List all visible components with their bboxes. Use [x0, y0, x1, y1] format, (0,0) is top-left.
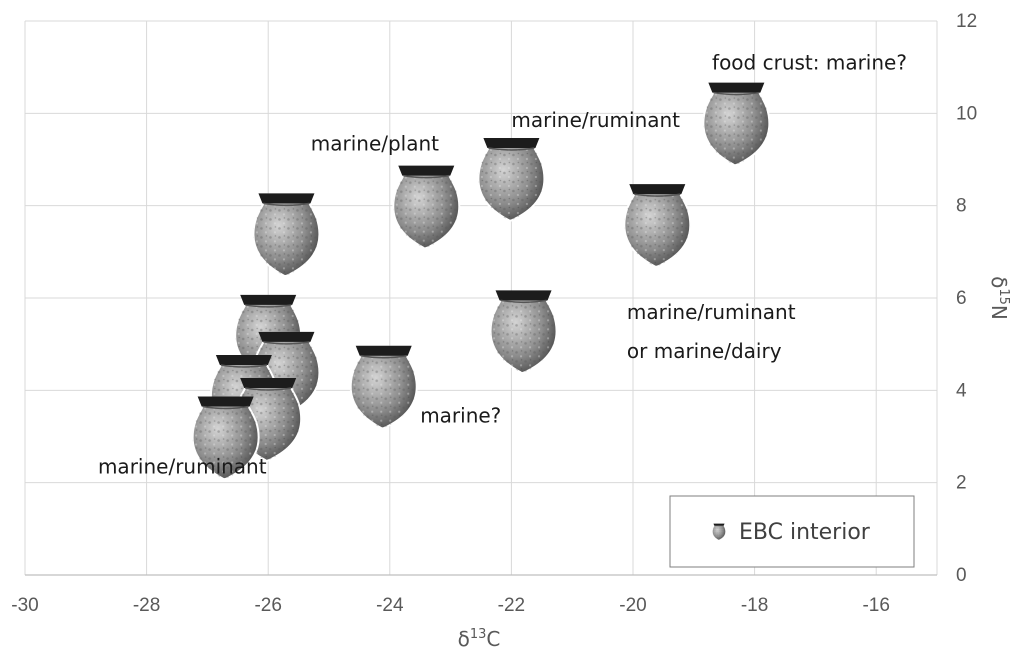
x-tick-label: -18 — [741, 595, 768, 616]
gridlines — [24, 20, 938, 576]
annotation-label: marine/ruminant — [98, 454, 267, 478]
pot-icon — [477, 136, 546, 222]
legend-label: EBC interior — [739, 520, 871, 545]
annotation-label: food crust: marine? — [712, 50, 907, 74]
y-tick-label: 0 — [956, 565, 967, 586]
y-tick-label: 2 — [956, 473, 967, 494]
pot-icon — [489, 289, 558, 375]
y-tick-label: 10 — [956, 103, 977, 124]
y-axis-title: δ15N — [987, 276, 1011, 320]
legend: EBC interior — [669, 495, 915, 568]
y-tick-label: 6 — [956, 288, 967, 309]
x-axis-title: δ13C — [458, 627, 501, 651]
y-tick-label: 8 — [956, 196, 967, 217]
annotation-label: marine/plant — [311, 131, 439, 155]
y-tick-label: 12 — [956, 11, 977, 32]
pot-icon — [252, 192, 321, 278]
annotation-label: marine? — [420, 404, 501, 428]
y-tick-label: 4 — [956, 380, 967, 401]
legend-box — [669, 495, 915, 568]
x-tick-label: -30 — [11, 595, 38, 616]
x-tick-label: -20 — [619, 595, 646, 616]
y-tick-labels: 0 2 4 6 8 10 12 — [956, 11, 977, 586]
x-tick-label: -26 — [254, 595, 281, 616]
x-tick-label: -28 — [133, 595, 160, 616]
pot-icon — [349, 344, 418, 430]
pot-icon — [702, 81, 771, 167]
x-tick-label: -24 — [376, 595, 404, 616]
annotation-label: or marine/dairy — [627, 339, 782, 363]
x-tick-labels: -30 -28 -26 -24 -22 -20 -18 -16 — [11, 595, 890, 616]
annotations: food crust: marine? marine/ruminant marine… — [98, 50, 907, 478]
annotation-label: marine/ruminant — [627, 300, 796, 324]
pot-icon — [392, 164, 461, 250]
x-tick-label: -22 — [498, 595, 525, 616]
pot-icon — [623, 183, 692, 268]
x-tick-label: -16 — [862, 595, 889, 616]
annotation-label: marine/ruminant — [511, 108, 680, 132]
